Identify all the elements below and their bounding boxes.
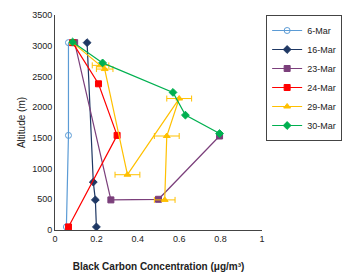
svg-text:29-Mar: 29-Mar bbox=[307, 102, 336, 112]
svg-text:3500: 3500 bbox=[32, 10, 52, 20]
svg-text:0.8: 0.8 bbox=[214, 234, 227, 244]
svg-text:1: 1 bbox=[259, 234, 264, 244]
svg-text:1500: 1500 bbox=[32, 133, 52, 143]
svg-text:3000: 3000 bbox=[32, 41, 52, 51]
svg-text:2500: 2500 bbox=[32, 72, 52, 82]
svg-text:0: 0 bbox=[52, 234, 57, 244]
svg-text:Altitude (m): Altitude (m) bbox=[16, 97, 27, 148]
svg-text:2000: 2000 bbox=[32, 102, 52, 112]
svg-text:24-Mar: 24-Mar bbox=[307, 83, 336, 93]
svg-text:1000: 1000 bbox=[32, 164, 52, 174]
svg-text:0: 0 bbox=[47, 225, 52, 235]
svg-text:0.6: 0.6 bbox=[173, 234, 186, 244]
svg-text:16-Mar: 16-Mar bbox=[307, 45, 336, 55]
svg-text:500: 500 bbox=[37, 194, 52, 204]
svg-text:Black Carbon Concentration (μg: Black Carbon Concentration (μg/m³) bbox=[73, 261, 245, 272]
svg-text:0.4: 0.4 bbox=[132, 234, 145, 244]
svg-text:0.2: 0.2 bbox=[90, 234, 103, 244]
svg-text:30-Mar: 30-Mar bbox=[307, 121, 336, 131]
svg-text:23-Mar: 23-Mar bbox=[307, 64, 336, 74]
svg-text:6-Mar: 6-Mar bbox=[307, 26, 331, 36]
